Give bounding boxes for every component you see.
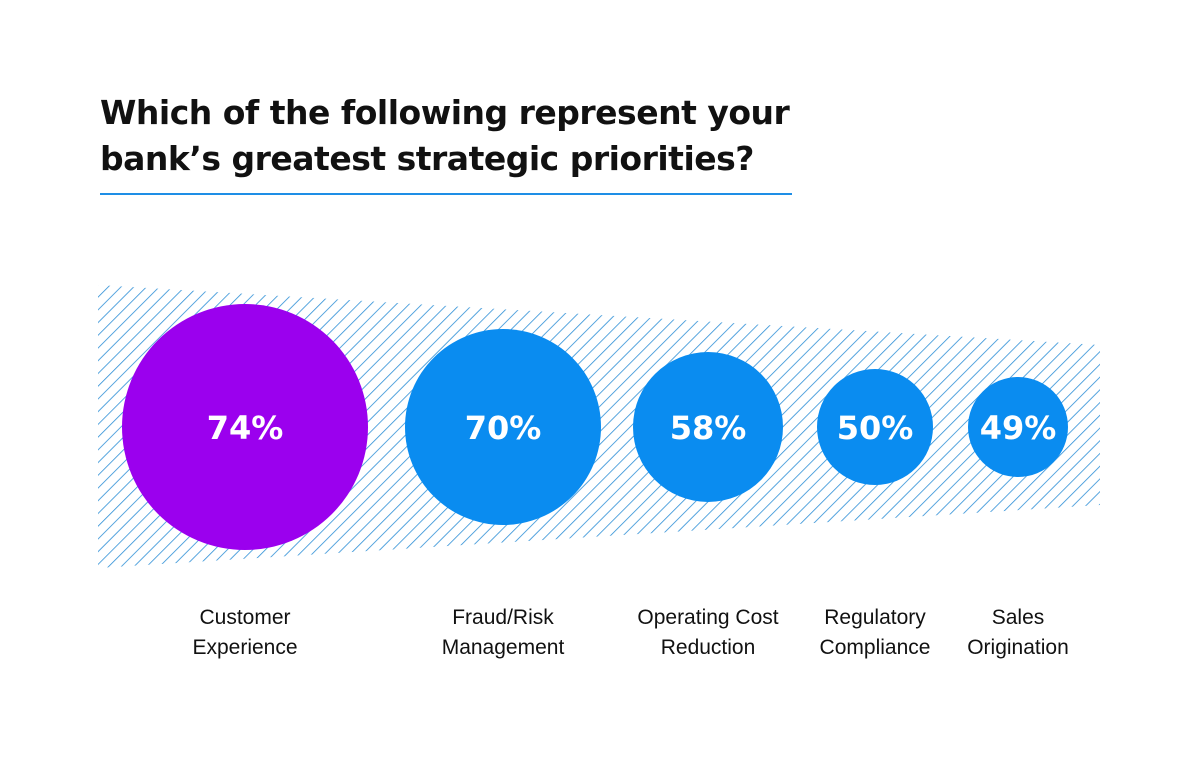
category-label-line: Operating Cost: [637, 606, 779, 629]
category-label-line: Fraud/Risk: [452, 606, 554, 629]
category-label-sales-origination: Sales Origination: [923, 603, 1113, 663]
category-label-line: Management: [441, 636, 565, 659]
bubble-fraud-risk-management: [405, 329, 601, 525]
category-label-line: Experience: [192, 636, 298, 659]
bubble-operating-cost-reduction: [633, 352, 783, 502]
bubble-regulatory-compliance: [817, 369, 933, 485]
category-label-line: Customer: [199, 606, 291, 629]
category-label-fraud-risk-management: Fraud/Risk Management: [408, 603, 598, 663]
value-label-customer-experience: 74%: [207, 409, 284, 447]
value-label-fraud-risk-management: 70%: [465, 409, 542, 447]
value-label-sales-origination: 49%: [980, 409, 1057, 447]
bubble-sales-origination: [968, 377, 1068, 477]
value-label-operating-cost-reduction: 58%: [670, 409, 747, 447]
category-label-line: Sales: [991, 606, 1045, 629]
category-label-line: Origination: [967, 636, 1069, 659]
chart-title: Which of the following represent your ba…: [100, 93, 790, 178]
category-label-line: Regulatory: [824, 606, 926, 629]
value-label-regulatory-compliance: 50%: [837, 409, 914, 447]
category-label-regulatory-compliance: Regulatory Compliance: [780, 603, 970, 663]
category-label-line: Compliance: [819, 636, 931, 659]
title-underline: [100, 193, 792, 195]
category-label-customer-experience: Customer Experience: [150, 603, 340, 663]
category-label-line: Reduction: [660, 636, 756, 659]
category-label-operating-cost-reduction: Operating Cost Reduction: [613, 603, 803, 663]
bubble-customer-experience: [122, 304, 368, 550]
